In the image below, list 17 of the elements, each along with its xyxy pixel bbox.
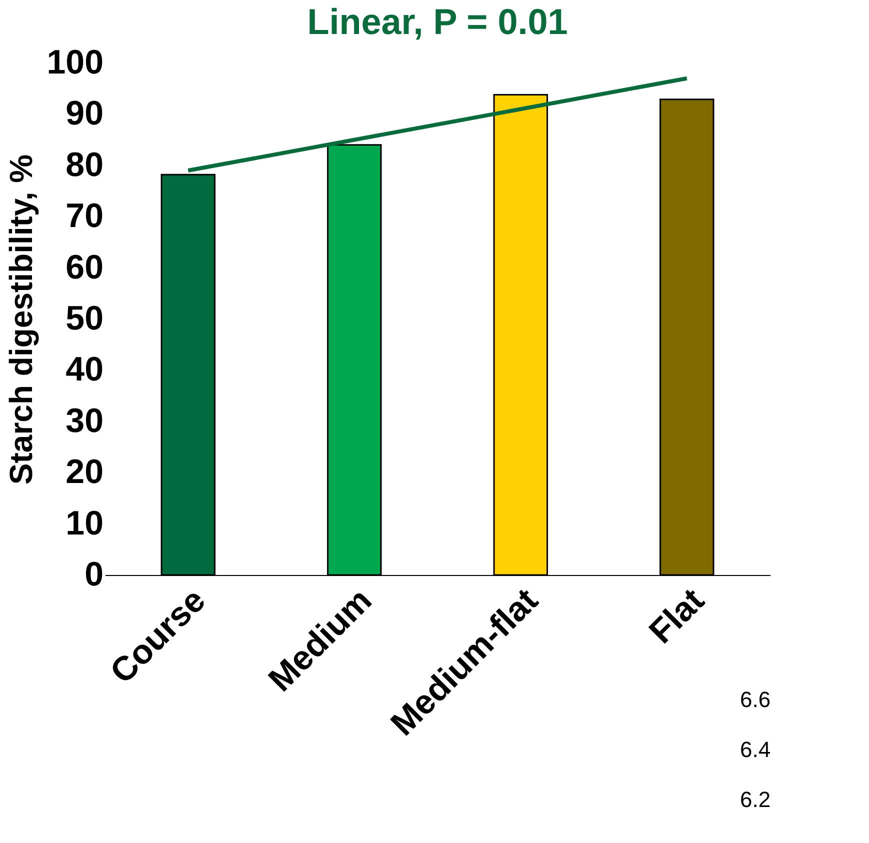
text: 6.4 [740, 737, 771, 762]
y-tick-label: 50 [66, 300, 104, 338]
y-tick-label: 70 [66, 197, 104, 236]
y-tick-label: 100 [46, 44, 104, 82]
text: 6.2 [740, 787, 771, 812]
y-axis-title: Starch digestibility, % [2, 154, 39, 485]
y-tick-label: 60 [66, 248, 104, 286]
y-tick-label: 90 [66, 94, 104, 133]
y-tick-label: 80 [66, 146, 104, 184]
y-tick-label: 10 [66, 504, 104, 542]
x-tick-label: Flat [642, 581, 712, 651]
chart-title: Linear, P = 0.01 [307, 1, 568, 42]
y-tick-label: 0 [84, 556, 104, 594]
y-tick-label: 30 [66, 402, 104, 440]
y-tick-label: 20 [66, 453, 104, 492]
text: 6.6 [740, 687, 771, 712]
y-tick-label: 40 [66, 350, 104, 389]
